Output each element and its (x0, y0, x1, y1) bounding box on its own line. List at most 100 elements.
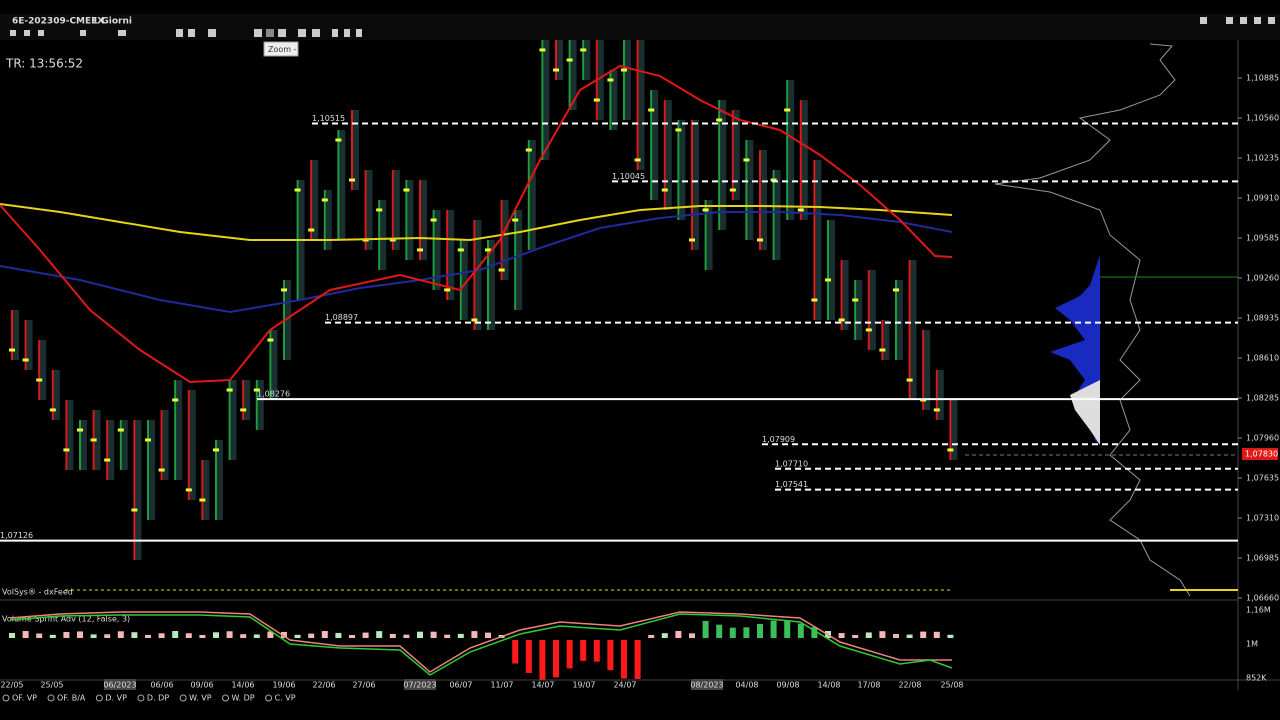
tab-radio[interactable] (2, 694, 10, 702)
tool-icon[interactable] (208, 29, 216, 37)
bar-profile (924, 329, 931, 410)
bar-profile (135, 420, 142, 560)
tool-icon[interactable] (312, 29, 320, 37)
bar-profile (149, 420, 155, 520)
date-label: 06/07 (449, 681, 472, 690)
bar-profile (652, 89, 659, 200)
indicator-bar (797, 623, 804, 638)
bar-profile (937, 369, 944, 421)
bar-profile (407, 180, 414, 261)
tool-icon[interactable] (118, 30, 126, 36)
tab-radio[interactable] (137, 694, 145, 702)
bar-profile (747, 140, 754, 240)
tool-icon[interactable] (266, 29, 274, 37)
date-label: 22/05 (0, 681, 23, 690)
tab-label[interactable]: D. DP (147, 694, 169, 703)
date-label: 25/08 (940, 681, 963, 690)
price-bars (9, 40, 958, 560)
bar-profile (380, 199, 387, 270)
tab-bar[interactable]: OF. VP OF. B/A D. VP D. DP W. VP W. DP C. VP (2, 694, 296, 703)
bar-profile (312, 159, 319, 240)
indicator-bar (240, 634, 247, 638)
moving-average-red (0, 64, 953, 384)
tool-icon[interactable] (278, 29, 286, 37)
indicator-bar (525, 640, 532, 673)
indicator-bar (417, 631, 423, 638)
month-marker (404, 679, 436, 690)
date-label: 07/2023 (403, 681, 436, 690)
indicator-bar (947, 634, 954, 638)
bar-profile (801, 100, 808, 221)
tool-icon[interactable] (188, 29, 195, 37)
tooltip: Zoom - (268, 45, 297, 54)
tool-icon[interactable] (332, 29, 338, 37)
toolbar-icons[interactable] (10, 17, 1275, 37)
tool-icon[interactable] (24, 30, 30, 36)
tool-icon[interactable] (298, 29, 306, 37)
bar-profile (94, 409, 101, 470)
bar-profile (611, 70, 618, 130)
month-marker (691, 679, 723, 690)
price-level-label: 1,08897 (325, 313, 358, 322)
indicator-bar (294, 634, 301, 638)
date-label: 22/08 (898, 681, 921, 690)
indicator-bar (920, 631, 927, 638)
axis-label: 1,06660 (1246, 594, 1279, 603)
indicator-bar (430, 631, 437, 638)
bar-profile (40, 340, 47, 400)
bar-profile (162, 409, 169, 480)
indicator-bar (104, 634, 111, 638)
bar-profile (706, 199, 713, 270)
tab-label[interactable]: W. VP (189, 694, 212, 703)
tab-radio[interactable] (265, 694, 273, 702)
bar-profile (189, 390, 196, 501)
window-button[interactable] (1226, 17, 1233, 24)
price-level-label: 1,08276 (257, 390, 290, 399)
tool-icon[interactable] (344, 29, 350, 37)
bar-profile (448, 209, 455, 301)
indicator-bar (621, 640, 627, 679)
tool-icon[interactable] (80, 30, 86, 36)
date-axis: 22/05 25/05 06/2023 06/06 09/06 14/06 19/06 22/… (0, 679, 964, 690)
indicator-bar (580, 640, 587, 661)
indicator-bar (403, 634, 410, 638)
bar-profile (597, 40, 604, 120)
tool-icon[interactable] (254, 29, 262, 37)
window-button[interactable] (1240, 17, 1247, 24)
window-button[interactable] (1268, 17, 1275, 24)
indicator-bar (553, 640, 559, 678)
axis-label: 1,09585 (1246, 234, 1279, 243)
date-label: 06/2023 (103, 681, 136, 690)
indicator-bar (253, 634, 260, 638)
tab-radio[interactable] (95, 694, 103, 702)
tab-label[interactable]: W. DP (232, 694, 255, 703)
bar-profile (339, 129, 346, 240)
bar-profile (26, 319, 33, 370)
window-button[interactable] (1254, 17, 1261, 24)
window-button[interactable] (1200, 17, 1207, 24)
tool-icon[interactable] (10, 30, 16, 36)
bar-profile (325, 190, 332, 250)
tab-radio[interactable] (179, 694, 187, 702)
tab-label[interactable]: OF. B/A (57, 694, 86, 703)
tool-icon[interactable] (356, 29, 362, 37)
tab-label[interactable]: D. VP (105, 694, 127, 703)
indicator-bar (689, 633, 695, 638)
axis-label: 1,07635 (1246, 474, 1279, 483)
bar-profile (285, 279, 291, 360)
tool-icon[interactable] (38, 30, 44, 36)
current-price-box (1242, 448, 1278, 460)
indicator-axis-label: 852K (1246, 674, 1267, 683)
tab-label[interactable]: OF. VP (12, 694, 37, 703)
bar-profile (203, 460, 210, 520)
tool-icon[interactable] (176, 29, 183, 37)
indicator-bar (838, 633, 845, 638)
date-label: 19/07 (572, 681, 595, 690)
bar-profile (13, 310, 19, 360)
indicator-bar (362, 632, 369, 638)
tab-label[interactable]: C. VP (275, 694, 296, 703)
tab-radio[interactable] (47, 694, 55, 702)
indicator-bar (172, 631, 179, 638)
tab-radio[interactable] (222, 694, 230, 702)
bar-profile (271, 329, 278, 400)
